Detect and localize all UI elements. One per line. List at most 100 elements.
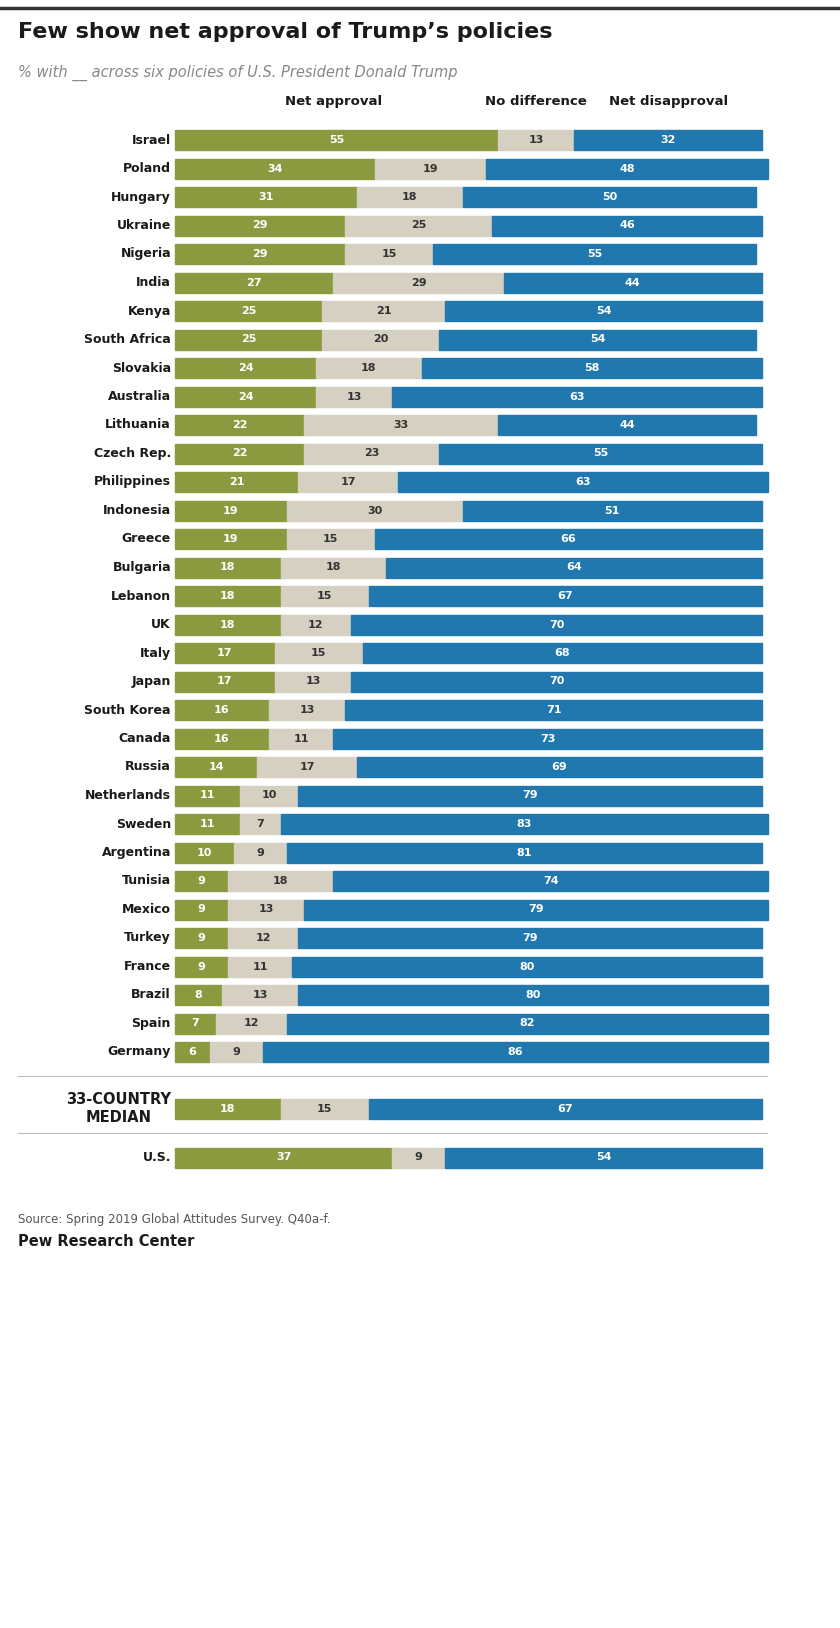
Text: 69: 69: [552, 762, 567, 772]
Text: Czech Rep.: Czech Rep.: [94, 448, 171, 461]
Text: 63: 63: [570, 391, 585, 402]
Bar: [175, 358, 316, 378]
Text: 29: 29: [411, 277, 427, 288]
Text: 70: 70: [549, 620, 564, 630]
Text: 13: 13: [528, 135, 543, 145]
Bar: [463, 187, 756, 207]
Text: 79: 79: [522, 933, 538, 943]
Bar: [222, 985, 298, 1004]
Bar: [433, 244, 756, 264]
Text: UK: UK: [151, 619, 171, 632]
Text: % with __ across six policies of U.S. President Donald Trump: % with __ across six policies of U.S. Pr…: [18, 65, 458, 81]
Text: 9: 9: [233, 1047, 240, 1057]
Text: 19: 19: [423, 163, 438, 174]
Bar: [492, 215, 762, 236]
Bar: [175, 671, 275, 692]
Bar: [304, 443, 439, 464]
Text: 9: 9: [256, 848, 264, 858]
Bar: [375, 529, 762, 549]
Text: 15: 15: [317, 1104, 333, 1114]
Text: 18: 18: [326, 563, 341, 573]
Bar: [175, 1042, 210, 1061]
Text: 17: 17: [299, 762, 315, 772]
Bar: [422, 358, 762, 378]
Text: 79: 79: [528, 905, 543, 915]
Text: Spain: Spain: [132, 1018, 171, 1031]
Text: India: India: [136, 277, 171, 290]
Text: 21: 21: [375, 306, 391, 316]
Text: 22: 22: [232, 448, 247, 459]
Text: 55: 55: [593, 448, 608, 459]
Bar: [357, 757, 762, 777]
Text: 18: 18: [220, 563, 235, 573]
Text: Germany: Germany: [108, 1045, 171, 1058]
Bar: [175, 301, 322, 321]
Text: 13: 13: [253, 990, 268, 1000]
Text: 9: 9: [197, 876, 205, 886]
Text: 25: 25: [411, 220, 426, 231]
Text: Israel: Israel: [132, 133, 171, 147]
Text: Net disapproval: Net disapproval: [608, 94, 727, 107]
Text: 48: 48: [619, 163, 635, 174]
Text: 54: 54: [596, 1153, 612, 1162]
Bar: [216, 1014, 286, 1034]
Text: 15: 15: [311, 648, 327, 658]
Bar: [281, 614, 351, 635]
Text: South Korea: South Korea: [85, 703, 171, 716]
Text: 9: 9: [415, 1153, 423, 1162]
Bar: [228, 900, 304, 920]
Text: 21: 21: [228, 477, 244, 487]
Text: Kenya: Kenya: [128, 304, 171, 317]
Bar: [322, 301, 445, 321]
Text: 55: 55: [328, 135, 344, 145]
Bar: [439, 329, 756, 350]
Bar: [498, 415, 756, 435]
Bar: [445, 301, 762, 321]
Bar: [322, 329, 439, 350]
Text: Greece: Greece: [122, 532, 171, 545]
Bar: [234, 843, 286, 863]
Bar: [175, 500, 286, 521]
Text: 54: 54: [590, 334, 606, 345]
Text: 29: 29: [252, 220, 268, 231]
Bar: [281, 1099, 369, 1118]
Bar: [316, 386, 392, 407]
Text: Canada: Canada: [118, 733, 171, 746]
Text: 80: 80: [525, 990, 541, 1000]
Text: 10: 10: [197, 848, 212, 858]
Text: Russia: Russia: [125, 760, 171, 773]
Bar: [275, 643, 363, 663]
Bar: [298, 985, 768, 1004]
Text: 86: 86: [507, 1047, 523, 1057]
Text: 14: 14: [208, 762, 224, 772]
Bar: [175, 843, 234, 863]
Bar: [257, 757, 357, 777]
Bar: [351, 614, 762, 635]
Bar: [286, 500, 463, 521]
Bar: [345, 215, 492, 236]
Text: 18: 18: [220, 1104, 235, 1114]
Text: 17: 17: [340, 477, 356, 487]
Bar: [175, 728, 269, 749]
Bar: [175, 957, 228, 977]
Text: 18: 18: [402, 192, 417, 202]
Text: 51: 51: [605, 506, 620, 516]
Text: No difference: No difference: [486, 94, 587, 107]
Bar: [363, 643, 762, 663]
Text: Netherlands: Netherlands: [85, 790, 171, 803]
Text: 18: 18: [220, 620, 235, 630]
Bar: [175, 386, 316, 407]
Text: Philippines: Philippines: [94, 475, 171, 488]
Bar: [175, 158, 375, 179]
Text: 54: 54: [596, 306, 612, 316]
Bar: [504, 272, 762, 293]
Bar: [369, 1099, 762, 1118]
Text: 11: 11: [200, 791, 215, 801]
Bar: [486, 158, 768, 179]
Bar: [292, 957, 762, 977]
Bar: [286, 1014, 768, 1034]
Text: 23: 23: [364, 448, 380, 459]
Text: 19: 19: [223, 534, 239, 544]
Bar: [316, 358, 422, 378]
Text: 44: 44: [619, 420, 635, 430]
